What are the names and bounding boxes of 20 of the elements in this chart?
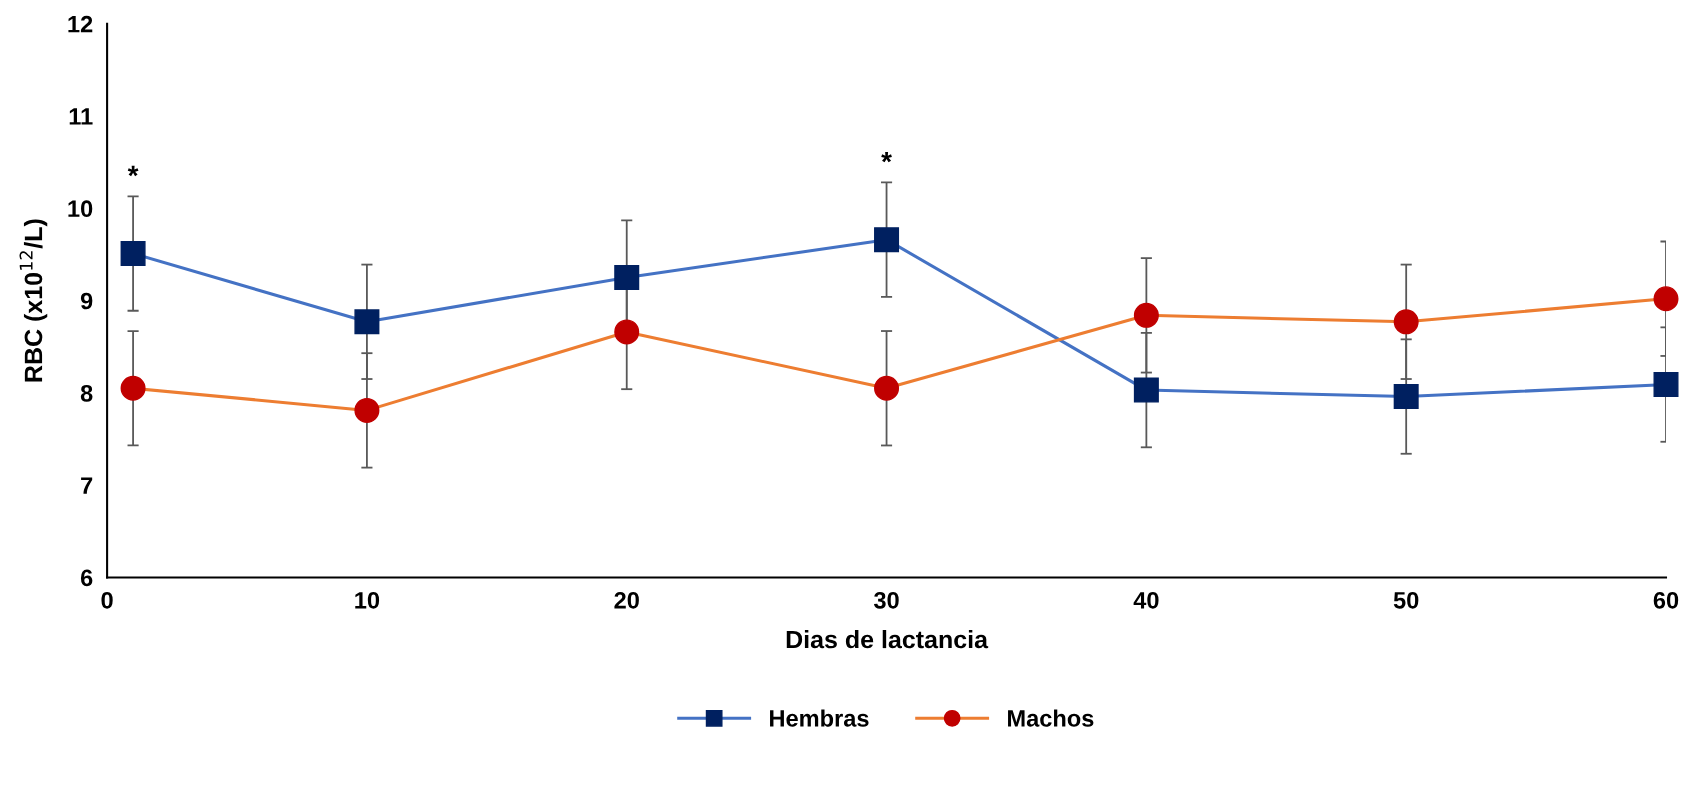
x-axis-title: Dias de lactancia bbox=[786, 630, 989, 649]
x-tick-label: 50 bbox=[1393, 591, 1419, 609]
x-tick-label: 20 bbox=[614, 591, 639, 609]
y-tick-label: 8 bbox=[80, 384, 93, 402]
y-tick-label: 11 bbox=[69, 108, 93, 125]
x-tick-label: 40 bbox=[1133, 591, 1159, 609]
y-tick-label: 12 bbox=[68, 15, 93, 33]
x-tick-label: 60 bbox=[1653, 591, 1679, 609]
x-tick-label: 30 bbox=[873, 591, 899, 609]
annotation: * bbox=[881, 152, 892, 163]
x-tick-label: 10 bbox=[355, 591, 380, 609]
y-tick-label: 6 bbox=[80, 569, 93, 587]
y-tick-label: 9 bbox=[80, 292, 93, 310]
y-axis-title: RBC (x10$^{12}$/L) bbox=[19, 219, 48, 382]
legend-label: Machos bbox=[1008, 709, 1094, 727]
x-tick-label: 0 bbox=[101, 591, 113, 609]
y-tick-label: 10 bbox=[68, 200, 93, 218]
y-tick-label: 7 bbox=[81, 477, 93, 494]
legend-label: Hembras bbox=[770, 709, 869, 727]
annotation: * bbox=[127, 165, 139, 177]
